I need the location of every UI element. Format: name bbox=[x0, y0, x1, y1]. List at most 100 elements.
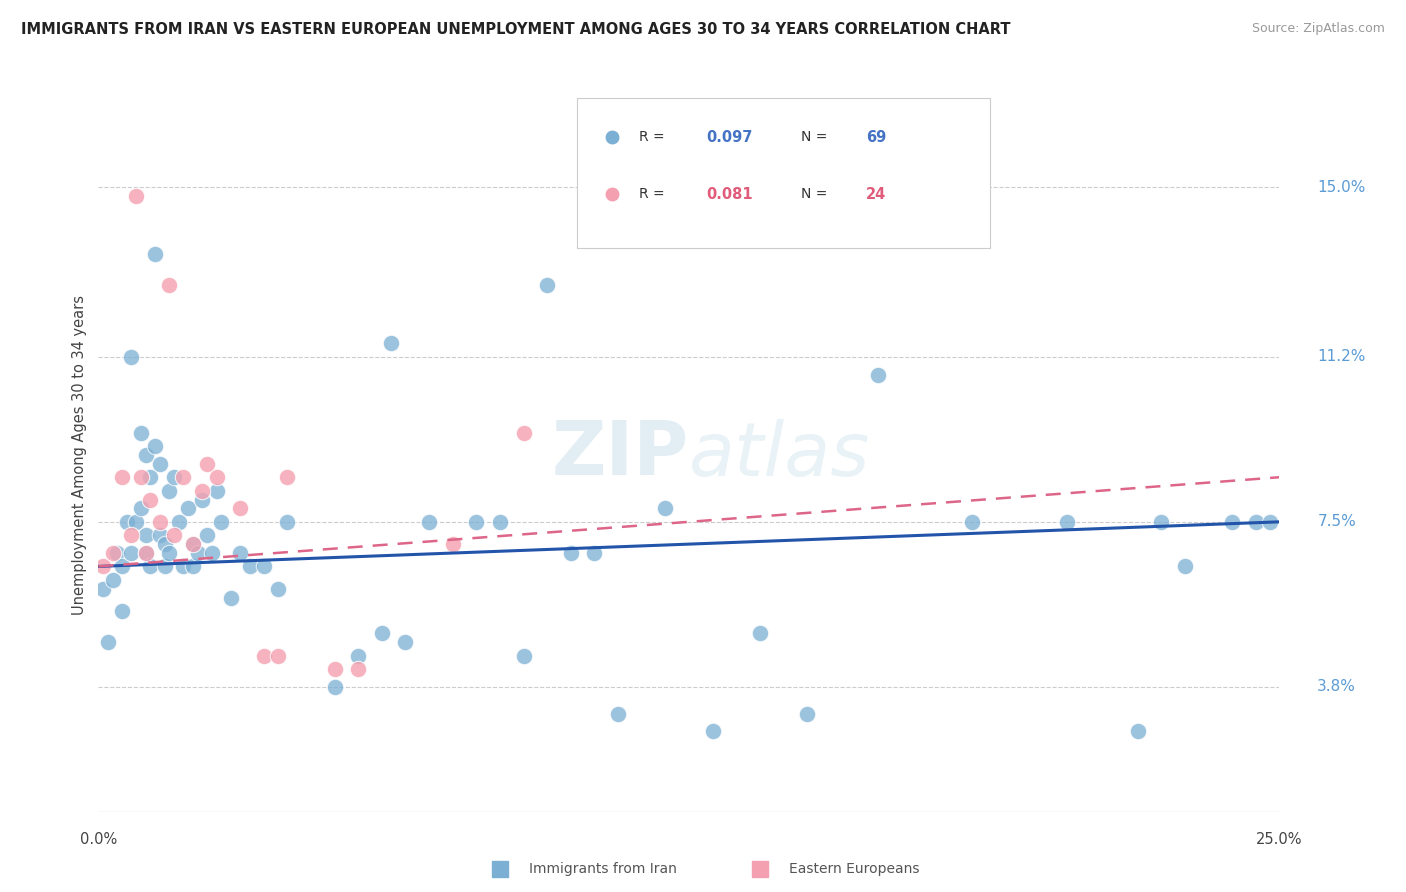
Point bbox=[181, 537, 204, 551]
Point bbox=[201, 546, 224, 560]
Point bbox=[181, 537, 204, 551]
Point bbox=[380, 336, 402, 351]
Text: R =: R = bbox=[640, 130, 669, 145]
Point bbox=[121, 546, 143, 560]
Point bbox=[143, 439, 166, 453]
Point bbox=[654, 501, 676, 516]
Point bbox=[157, 278, 180, 293]
Point bbox=[1150, 515, 1173, 529]
Point bbox=[607, 706, 630, 721]
Point bbox=[1244, 515, 1267, 529]
Text: 0.081: 0.081 bbox=[707, 187, 754, 202]
Point bbox=[209, 515, 232, 529]
Text: 0.0%: 0.0% bbox=[80, 831, 117, 847]
Point bbox=[139, 559, 162, 574]
Point bbox=[1220, 515, 1243, 529]
Point bbox=[229, 546, 252, 560]
Y-axis label: Unemployment Among Ages 30 to 34 years: Unemployment Among Ages 30 to 34 years bbox=[72, 295, 87, 615]
Text: N =: N = bbox=[801, 187, 832, 202]
Point bbox=[149, 515, 172, 529]
Point bbox=[253, 559, 276, 574]
Point bbox=[441, 537, 464, 551]
Point bbox=[172, 559, 194, 574]
Point bbox=[702, 724, 724, 739]
Point bbox=[191, 483, 214, 498]
Point bbox=[135, 448, 157, 462]
Point bbox=[962, 515, 984, 529]
Point bbox=[157, 483, 180, 498]
Point bbox=[111, 559, 134, 574]
Point bbox=[135, 528, 157, 542]
Point bbox=[101, 546, 124, 560]
Point bbox=[1056, 515, 1078, 529]
FancyBboxPatch shape bbox=[576, 98, 990, 248]
Text: 7.5%: 7.5% bbox=[1317, 515, 1355, 529]
Point bbox=[796, 706, 818, 721]
Point bbox=[512, 425, 534, 440]
Point bbox=[143, 247, 166, 261]
Point bbox=[195, 457, 218, 471]
Text: 15.0%: 15.0% bbox=[1317, 180, 1365, 194]
Point bbox=[105, 546, 128, 560]
Point bbox=[536, 278, 558, 293]
Text: atlas: atlas bbox=[689, 419, 870, 491]
Point bbox=[111, 470, 134, 484]
Point bbox=[229, 501, 252, 516]
Point bbox=[748, 626, 770, 640]
Text: Source: ZipAtlas.com: Source: ZipAtlas.com bbox=[1251, 22, 1385, 36]
Text: Eastern Europeans: Eastern Europeans bbox=[789, 862, 920, 876]
Point bbox=[91, 582, 114, 596]
Point bbox=[149, 528, 172, 542]
Point bbox=[560, 546, 582, 560]
Point bbox=[135, 546, 157, 560]
Point bbox=[187, 546, 209, 560]
Point bbox=[347, 662, 370, 676]
Point bbox=[347, 648, 370, 663]
Point bbox=[371, 626, 394, 640]
Point bbox=[125, 189, 148, 203]
Point bbox=[97, 635, 120, 649]
Point bbox=[121, 528, 143, 542]
Point bbox=[129, 425, 152, 440]
Text: 24: 24 bbox=[866, 187, 886, 202]
Point bbox=[583, 546, 606, 560]
Point bbox=[125, 515, 148, 529]
Text: 69: 69 bbox=[866, 130, 886, 145]
Point bbox=[149, 457, 172, 471]
Text: IMMIGRANTS FROM IRAN VS EASTERN EUROPEAN UNEMPLOYMENT AMONG AGES 30 TO 34 YEARS : IMMIGRANTS FROM IRAN VS EASTERN EUROPEAN… bbox=[21, 22, 1011, 37]
Point bbox=[167, 515, 190, 529]
Point bbox=[153, 559, 176, 574]
Point bbox=[191, 492, 214, 507]
Point bbox=[489, 515, 512, 529]
Point bbox=[177, 501, 200, 516]
Point bbox=[129, 501, 152, 516]
Point bbox=[253, 648, 276, 663]
Point bbox=[111, 604, 134, 618]
Text: N =: N = bbox=[801, 130, 832, 145]
Point bbox=[465, 515, 488, 529]
Point bbox=[163, 470, 186, 484]
Point bbox=[219, 591, 242, 605]
Point bbox=[418, 515, 440, 529]
Point bbox=[129, 470, 152, 484]
Point bbox=[267, 648, 290, 663]
Point bbox=[91, 559, 114, 574]
Point bbox=[394, 635, 416, 649]
Point bbox=[1126, 724, 1149, 739]
Point bbox=[172, 470, 194, 484]
Point bbox=[195, 528, 218, 542]
Text: 3.8%: 3.8% bbox=[1317, 680, 1357, 694]
Point bbox=[139, 470, 162, 484]
Text: 25.0%: 25.0% bbox=[1256, 831, 1303, 847]
Text: Immigrants from Iran: Immigrants from Iran bbox=[530, 862, 678, 876]
Point bbox=[276, 470, 298, 484]
Point bbox=[1174, 559, 1197, 574]
Point bbox=[323, 662, 346, 676]
Text: R =: R = bbox=[640, 187, 669, 202]
Point bbox=[163, 528, 186, 542]
Point bbox=[512, 648, 534, 663]
Point bbox=[139, 492, 162, 507]
Text: 11.2%: 11.2% bbox=[1317, 350, 1365, 364]
Point bbox=[115, 515, 138, 529]
Point bbox=[239, 559, 262, 574]
